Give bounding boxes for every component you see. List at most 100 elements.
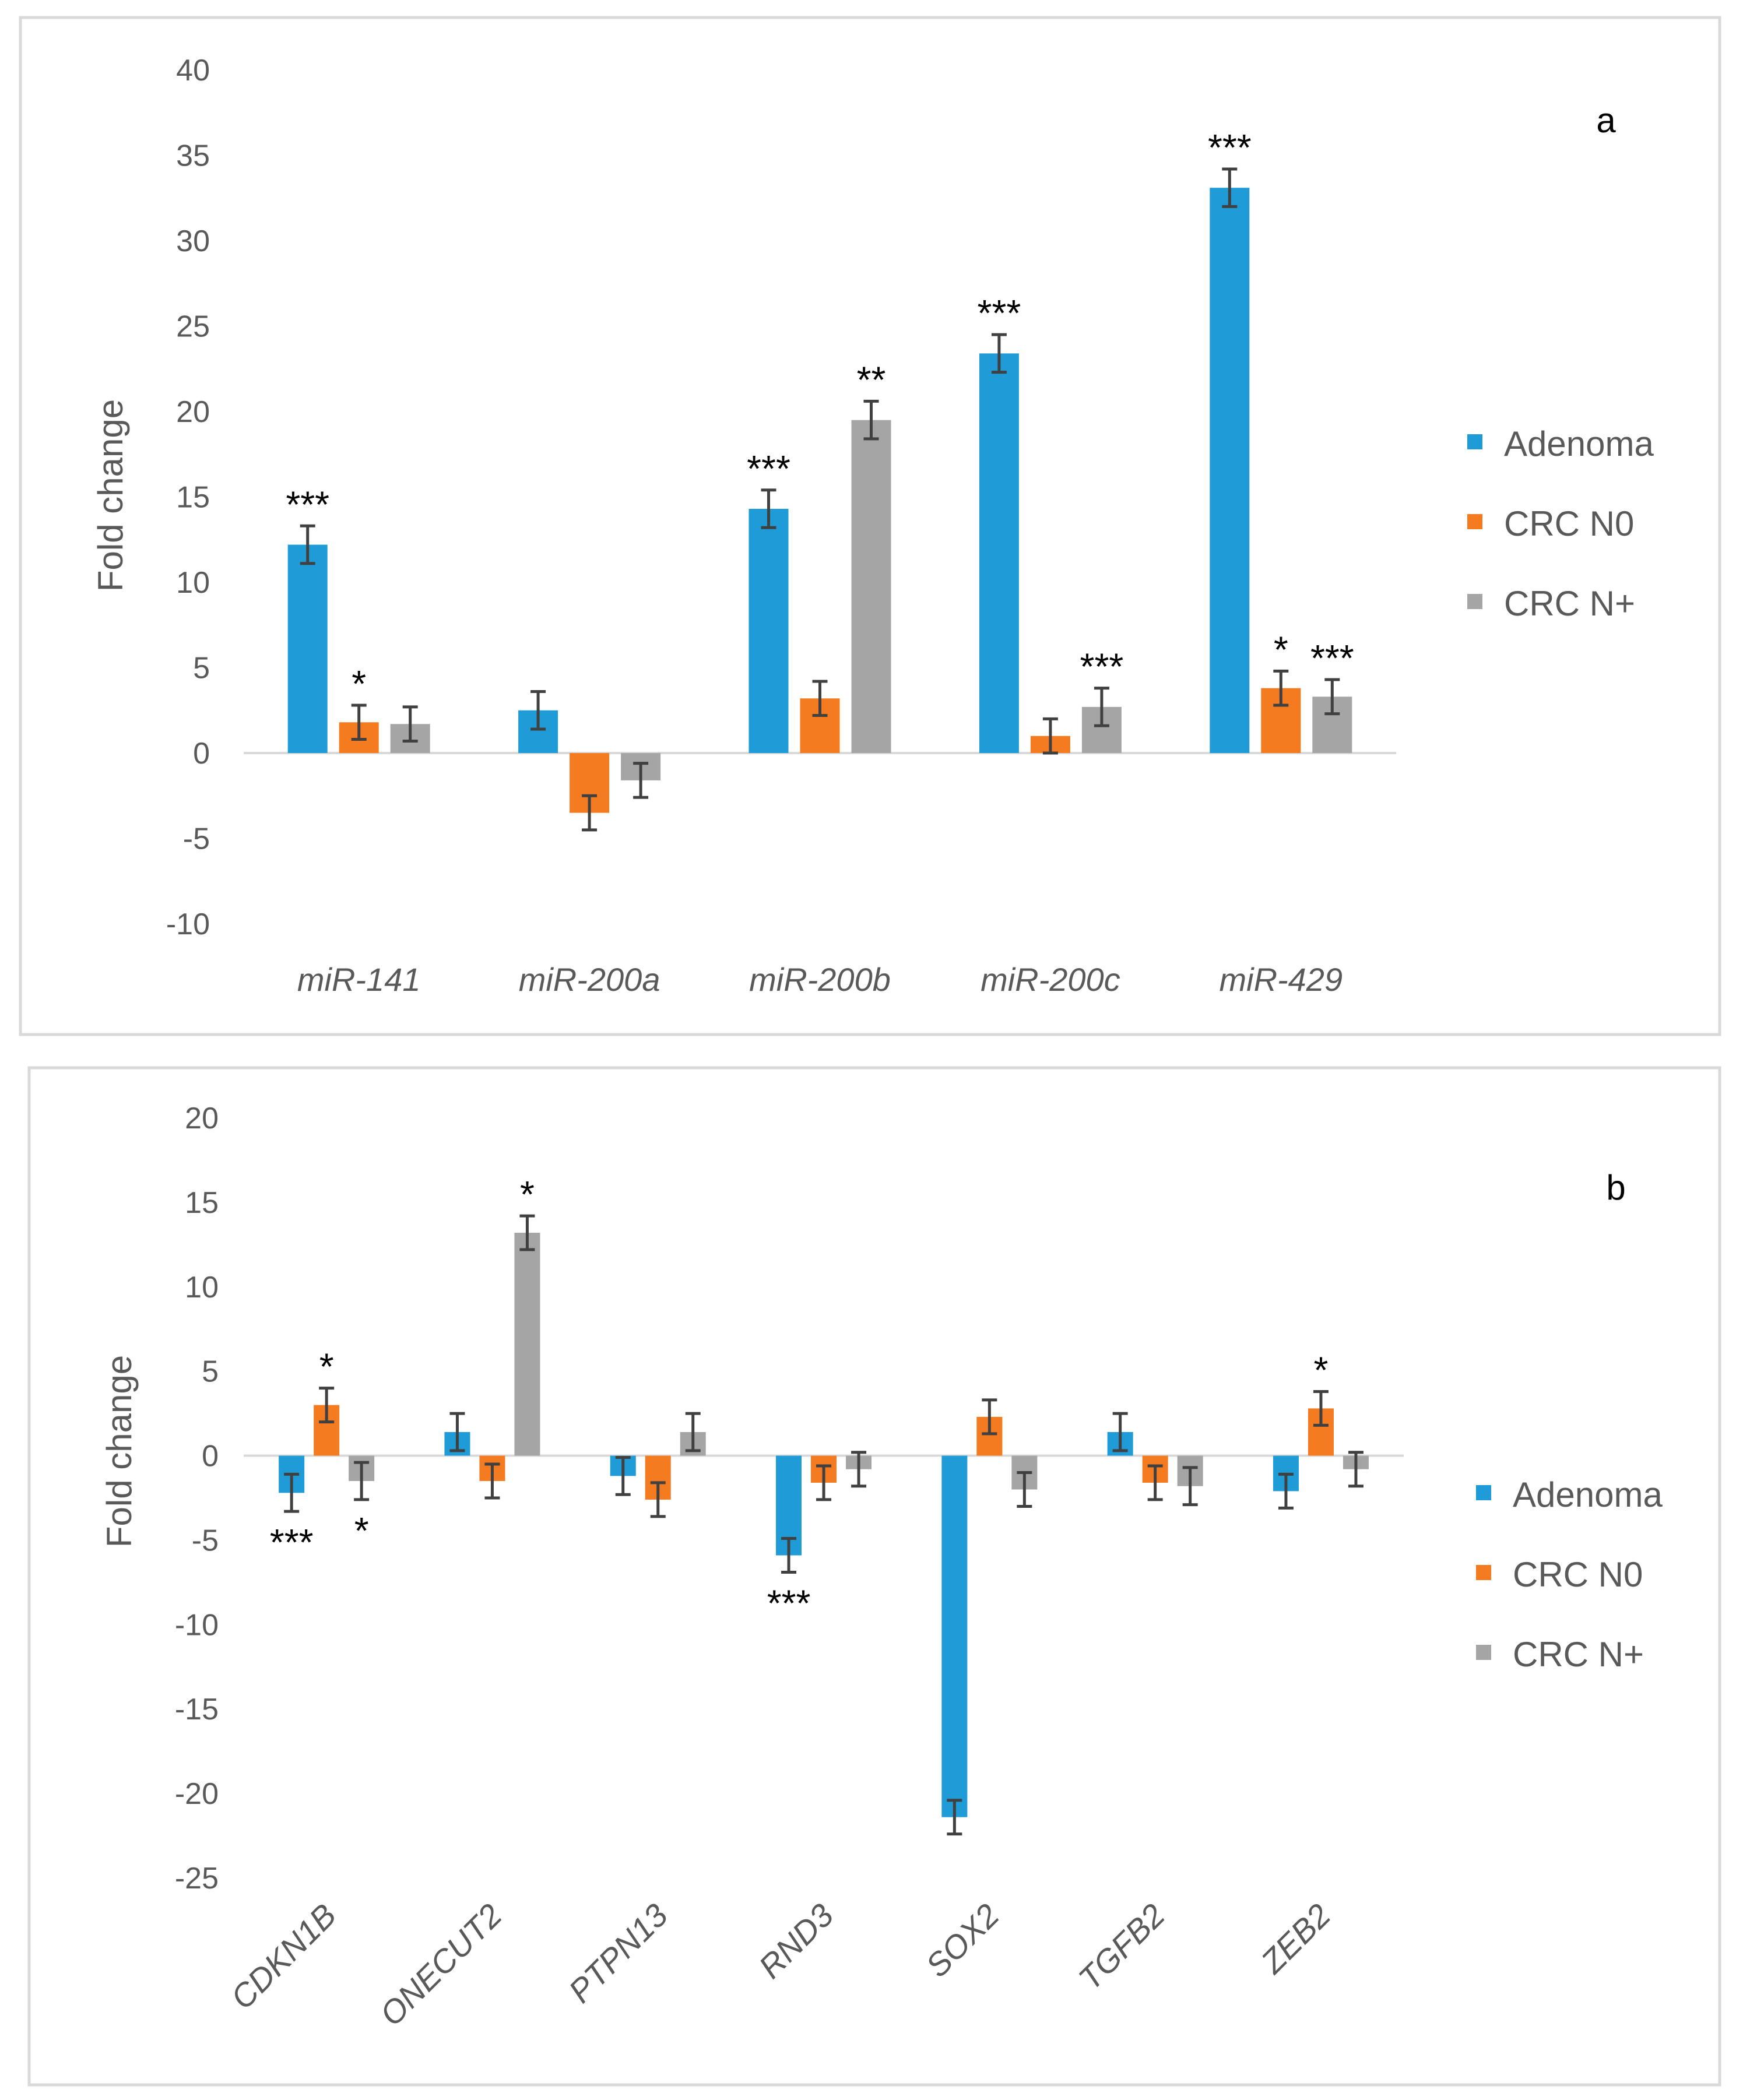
panel-a-ytick-label: 25 bbox=[176, 310, 210, 344]
panel-a-significance-crc-n0-mir-429: * bbox=[1274, 628, 1288, 670]
panel-a-error-bar-crc-nplus-mir-429 bbox=[1324, 678, 1340, 716]
panel-b-ytick-label: 20 bbox=[185, 1102, 219, 1135]
panel-b-error-bar-crc-nplus-sox2 bbox=[1017, 1471, 1032, 1508]
panel-b-significance: ********** bbox=[270, 1173, 1329, 1624]
panel-a-bars bbox=[287, 188, 1352, 813]
panel-a-significance-adenoma-mir-429: *** bbox=[1208, 126, 1252, 168]
panel-b-frame bbox=[27, 1066, 1721, 2087]
panel-b-ytick-label: -20 bbox=[175, 1777, 219, 1811]
panel-b-error-bar-crc-n0-rnd3 bbox=[816, 1464, 832, 1501]
legend-b-swatch-adenoma bbox=[1476, 1485, 1491, 1500]
panel-b-error-bar-crc-nplus-ptpn13 bbox=[685, 1412, 701, 1452]
panel-a-error-bar-adenoma-mir-141 bbox=[300, 524, 315, 565]
legend-a-label-adenoma: Adenoma bbox=[1504, 424, 1654, 463]
panel-a-category-label-mir-429: miR-429 bbox=[1219, 961, 1343, 998]
legend-b-label-crc-n0: CRC N0 bbox=[1513, 1555, 1643, 1594]
panel-b-ytick-label: 15 bbox=[185, 1186, 219, 1220]
panel-b-error-bar-crc-n0-ptpn13 bbox=[650, 1481, 666, 1518]
panel-b-error-bar-adenoma-tgfb2 bbox=[1112, 1412, 1128, 1452]
panel-b-error-bar-crc-n0-cdkn1b bbox=[319, 1387, 335, 1424]
panel-a-ytick-label: 10 bbox=[176, 566, 210, 600]
panel-a-significance-crc-nplus-mir-200c: *** bbox=[1080, 646, 1124, 688]
panel-a-error-bar-crc-nplus-mir-200c bbox=[1094, 687, 1109, 727]
panel-a-y-ticks: -10 -5 0 5 10 15 20 25 30 35 40 bbox=[166, 54, 210, 941]
panel-a-error-bars bbox=[300, 167, 1340, 832]
panel-b-ytick-label: 5 bbox=[202, 1355, 219, 1389]
panel-a-category-label-mir-200a: miR-200a bbox=[519, 961, 660, 998]
panel-b-y-ticks: -25 -20 -15 -10 -5 0 5 10 15 20 bbox=[175, 1102, 219, 1895]
panel-b-error-bars bbox=[284, 1214, 1364, 1836]
panel-a-error-bar-crc-nplus-mir-141 bbox=[402, 705, 418, 743]
panel-b-error-bar-adenoma-zeb2 bbox=[1278, 1472, 1294, 1510]
panel-b-significance-crc-nplus-onecut2: * bbox=[520, 1173, 535, 1215]
panel-b-legend: Adenoma CRC N0 CRC N+ bbox=[1476, 1475, 1663, 1674]
panel-a-bar-adenoma-mir-200c bbox=[979, 353, 1019, 753]
legend-b-label-crc-nplus: CRC N+ bbox=[1513, 1635, 1644, 1674]
panel-a-significance: ******************* *** bbox=[286, 126, 1354, 705]
panel-b-bars bbox=[279, 1233, 1369, 1817]
panel-a-bar-adenoma-mir-141 bbox=[287, 544, 328, 753]
panel-b-error-bar-adenoma-rnd3 bbox=[781, 1537, 797, 1574]
panel-a-bar-crc-nplus-mir-200b bbox=[851, 420, 891, 753]
panel-b-significance-crc-n0-zeb2: * bbox=[1313, 1349, 1328, 1391]
panel-a-error-bar-crc-n0-mir-141 bbox=[351, 703, 367, 741]
panel-a-error-bar-crc-n0-mir-200c bbox=[1042, 717, 1058, 755]
panel-a-significance-crc-nplus-mir-429: *** bbox=[1310, 637, 1354, 679]
panel-b-error-bar-adenoma-sox2 bbox=[947, 1799, 962, 1836]
panel-a-error-bar-crc-nplus-mir-200b bbox=[863, 399, 879, 441]
panel-b-ytick-label: 0 bbox=[202, 1440, 219, 1473]
panel-b-error-bar-crc-nplus-onecut2 bbox=[519, 1214, 535, 1251]
legend-a-label-crc-n0: CRC N0 bbox=[1504, 504, 1634, 543]
panel-a-error-bar-crc-n0-mir-200a bbox=[582, 794, 598, 832]
legend-a-swatch-crc-n0 bbox=[1467, 514, 1482, 529]
panel-b-significance-crc-nplus-cdkn1b: * bbox=[354, 1510, 369, 1552]
panel-b-error-bar-adenoma-ptpn13 bbox=[615, 1455, 631, 1496]
panel-a-ytick-label: 15 bbox=[176, 481, 210, 515]
panel-b-error-bar-crc-nplus-rnd3 bbox=[851, 1451, 867, 1488]
panel-b-error-bar-adenoma-cdkn1b bbox=[284, 1472, 300, 1513]
panel-a-bar-adenoma-mir-200b bbox=[748, 509, 789, 753]
panel-b-significance-adenoma-cdkn1b: *** bbox=[270, 1521, 314, 1563]
panel-a-bar-adenoma-mir-429 bbox=[1210, 188, 1250, 753]
panel-b-ytick-label: -25 bbox=[175, 1862, 219, 1895]
panel-b-error-bar-adenoma-onecut2 bbox=[449, 1412, 465, 1452]
panel-a-ytick-label: 0 bbox=[193, 737, 210, 771]
panel-a-ytick-label: 30 bbox=[176, 224, 210, 258]
panel-b-ytick-label: -15 bbox=[175, 1693, 219, 1726]
panel-a-category-label-mir-200c: miR-200c bbox=[981, 961, 1120, 998]
panel-b-letter: b bbox=[1606, 1168, 1625, 1207]
panel-a-ytick-label: 35 bbox=[176, 139, 210, 173]
panel-a-legend: Adenoma CRC N0 CRC N+ bbox=[1467, 424, 1654, 623]
panel-a-category-label-mir-200b: miR-200b bbox=[749, 961, 891, 998]
panel-a-error-bar-adenoma-mir-200b bbox=[761, 488, 776, 529]
panel-b-error-bar-crc-nplus-cdkn1b bbox=[354, 1461, 370, 1501]
panel-a-ytick-label: 5 bbox=[193, 652, 210, 685]
panel-a-ytick-label: -5 bbox=[183, 822, 210, 856]
panel-a-significance-crc-nplus-mir-200b: ** bbox=[857, 358, 886, 400]
panel-b-error-bar-crc-n0-tgfb2 bbox=[1147, 1464, 1163, 1501]
panel-a-significance-adenoma-mir-200c: *** bbox=[978, 292, 1021, 334]
legend-b-swatch-crc-n0 bbox=[1476, 1565, 1491, 1580]
panel-a-error-bar-crc-n0-mir-200b bbox=[812, 680, 828, 717]
panel-b-error-bar-crc-nplus-tgfb2 bbox=[1182, 1466, 1198, 1507]
panel-a-letter: a bbox=[1596, 101, 1616, 140]
panel-b-ylabel: Fold change bbox=[100, 1355, 139, 1547]
panel-b-error-bar-crc-nplus-zeb2 bbox=[1348, 1451, 1364, 1488]
panel-a-error-bar-adenoma-mir-200a bbox=[530, 690, 546, 731]
panel-a-error-bar-crc-n0-mir-429 bbox=[1273, 669, 1289, 707]
panel-b-ytick-label: 10 bbox=[185, 1271, 219, 1304]
panel-b-error-bar-crc-n0-zeb2 bbox=[1313, 1390, 1329, 1427]
legend-a-swatch-adenoma bbox=[1467, 434, 1482, 449]
panel-a-ytick-label: 20 bbox=[176, 395, 210, 429]
panel-a-error-bar-adenoma-mir-200c bbox=[991, 333, 1007, 374]
legend-a-swatch-crc-nplus bbox=[1467, 594, 1482, 609]
legend-b-swatch-crc-nplus bbox=[1476, 1645, 1491, 1660]
panel-a-significance-adenoma-mir-141: *** bbox=[286, 483, 329, 525]
panel-a-error-bar-adenoma-mir-429 bbox=[1222, 167, 1238, 208]
panel-b-ytick-label: -5 bbox=[192, 1524, 219, 1557]
panel-b-error-bar-crc-n0-sox2 bbox=[982, 1398, 997, 1436]
panel-b-ytick-label: -10 bbox=[175, 1608, 219, 1642]
